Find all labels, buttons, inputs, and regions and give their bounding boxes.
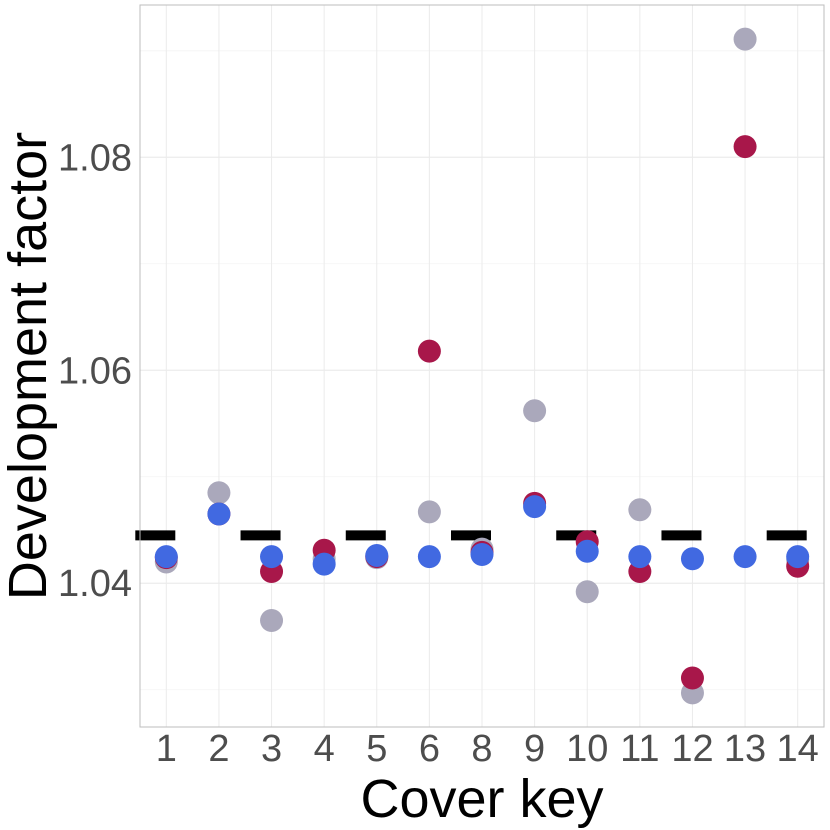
- x-tick-labels: 1 2 3 4 5 6 8 9 10 11 12 13 14: [156, 728, 819, 770]
- y-tick-label: 1.06: [58, 350, 132, 392]
- data-point-series-2: [733, 135, 757, 159]
- points-layer: [154, 27, 810, 705]
- data-point-series-1: [207, 481, 231, 505]
- x-tick-label: 14: [777, 728, 819, 770]
- data-point-series-3: [523, 495, 547, 519]
- data-point-series-2: [417, 339, 441, 363]
- x-tick-label: 9: [524, 728, 545, 770]
- x-tick-label: 2: [208, 728, 229, 770]
- data-point-series-1: [628, 498, 652, 522]
- x-tick-label: 4: [314, 728, 335, 770]
- data-point-series-3: [417, 545, 441, 569]
- data-point-series-3: [470, 542, 494, 566]
- data-point-series-1: [733, 27, 757, 51]
- data-point-series-3: [786, 545, 810, 569]
- x-tick-label: 10: [566, 728, 608, 770]
- data-point-series-1: [417, 500, 441, 524]
- y-tick-label: 1.08: [58, 137, 132, 179]
- x-tick-label: 11: [620, 728, 659, 770]
- x-tick-label: 13: [724, 728, 766, 770]
- data-point-series-3: [365, 544, 389, 568]
- y-tick-labels: 1.04 1.06 1.08: [58, 137, 132, 605]
- data-point-series-3: [260, 545, 284, 569]
- data-point-series-1: [575, 580, 599, 604]
- data-point-series-3: [680, 547, 704, 571]
- x-axis-title: Cover key: [360, 769, 603, 829]
- data-point-series-1: [260, 609, 284, 633]
- data-point-series-3: [628, 545, 652, 569]
- x-tick-label: 8: [471, 728, 492, 770]
- y-tick-label: 1.04: [58, 563, 132, 605]
- x-tick-label: 5: [366, 728, 387, 770]
- x-tick-label: 3: [261, 728, 282, 770]
- y-axis-title: Development factor: [0, 132, 58, 600]
- data-point-series-3: [154, 545, 178, 569]
- data-point-series-2: [680, 666, 704, 690]
- data-point-series-3: [207, 502, 231, 526]
- data-point-series-3: [733, 545, 757, 569]
- x-tick-label: 6: [419, 728, 440, 770]
- x-tick-label: 12: [671, 728, 713, 770]
- data-point-series-1: [523, 399, 547, 423]
- x-tick-label: 1: [156, 728, 177, 770]
- data-point-series-3: [312, 552, 336, 576]
- plot-frame: [139, 4, 825, 728]
- data-point-series-3: [575, 539, 599, 563]
- grid-layer: [140, 5, 824, 727]
